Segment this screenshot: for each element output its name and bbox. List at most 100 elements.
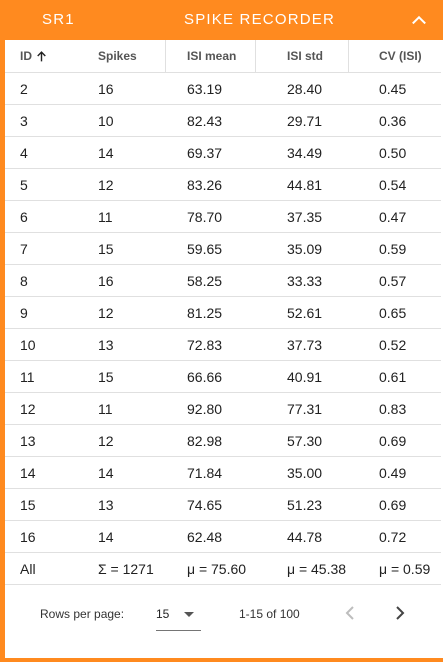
table-pagination: Rows per page: 15 1-15 of 100 <box>5 588 443 640</box>
table-row: 15 13 74.65 51.23 0.69 <box>5 488 441 521</box>
table-row: 7 15 59.65 35.09 0.59 <box>5 232 441 265</box>
cell-isi-mean: 74.65 <box>187 488 287 521</box>
cell-isi-std: 44.81 <box>287 168 379 201</box>
cell-isi-std: 77.31 <box>287 392 379 425</box>
cell-isi-std: 28.40 <box>287 72 379 105</box>
cell-isi-std: 51.23 <box>287 488 379 521</box>
table-row: 2 16 63.19 28.40 0.45 <box>5 72 441 105</box>
cell-cv-isi: 0.61 <box>379 360 441 393</box>
column-header-spikes[interactable]: Spikes <box>98 40 187 73</box>
cell-isi-mean: 59.65 <box>187 232 287 265</box>
column-header-label: ID <box>20 48 32 63</box>
cell-id: 6 <box>5 200 98 233</box>
cell-isi-mean: 83.26 <box>187 168 287 201</box>
chevron-up-icon <box>412 15 426 25</box>
cell-id: 8 <box>5 264 98 297</box>
cell-spikes: 14 <box>98 520 187 553</box>
caret-down-icon <box>184 612 194 617</box>
collapse-button[interactable] <box>408 9 430 31</box>
cell-isi-std: 35.00 <box>287 456 379 489</box>
column-header-cv-isi[interactable]: CV (ISI) <box>379 40 441 73</box>
cell-spikes: 13 <box>98 488 187 521</box>
table-row: 11 15 66.66 40.91 0.61 <box>5 360 441 393</box>
cell-isi-std: 44.78 <box>287 520 379 553</box>
summary-cell: Σ = 1271 <box>98 552 187 585</box>
summary-cell: μ = 45.38 <box>287 552 379 585</box>
cell-isi-std: 33.33 <box>287 264 379 297</box>
table-row: 9 12 81.25 52.61 0.65 <box>5 296 441 329</box>
cell-spikes: 10 <box>98 104 187 137</box>
cell-spikes: 15 <box>98 232 187 265</box>
cell-spikes: 13 <box>98 328 187 361</box>
cell-id: 9 <box>5 296 98 329</box>
cell-cv-isi: 0.83 <box>379 392 441 425</box>
cell-cv-isi: 0.54 <box>379 168 441 201</box>
results-panel: ID Spikes ISI mean ISI std CV (ISI) 2 16 6… <box>5 40 443 658</box>
table-row: 6 11 78.70 37.35 0.47 <box>5 200 441 233</box>
cell-id: 2 <box>5 72 98 105</box>
cell-id: 12 <box>5 392 98 425</box>
cell-isi-mean: 92.80 <box>187 392 287 425</box>
cell-id: 14 <box>5 456 98 489</box>
cell-cv-isi: 0.59 <box>379 232 441 265</box>
summary-row: All Σ = 1271 μ = 75.60 μ = 45.38 μ = 0.5… <box>5 552 441 585</box>
cell-isi-mean: 63.19 <box>187 72 287 105</box>
rows-per-page-select[interactable]: 15 <box>156 596 201 631</box>
table-row: 13 12 82.98 57.30 0.69 <box>5 424 441 457</box>
column-header-isi-mean[interactable]: ISI mean <box>187 40 287 73</box>
table-row: 14 14 71.84 35.00 0.49 <box>5 456 441 489</box>
cell-cv-isi: 0.57 <box>379 264 441 297</box>
summary-cell: All <box>5 552 98 585</box>
column-divider <box>348 40 349 72</box>
cell-id: 4 <box>5 136 98 169</box>
previous-page-button[interactable] <box>338 601 362 625</box>
column-header-id[interactable]: ID <box>5 40 98 73</box>
rows-per-page-value: 15 <box>156 607 170 621</box>
cell-spikes: 16 <box>98 72 187 105</box>
summary-cell: μ = 0.59 <box>379 552 441 585</box>
cell-spikes: 11 <box>98 200 187 233</box>
next-page-button[interactable] <box>388 601 412 625</box>
cell-isi-mean: 66.66 <box>187 360 287 393</box>
recorder-title: SPIKE RECORDER <box>184 11 335 28</box>
cell-cv-isi: 0.36 <box>379 104 441 137</box>
cell-id: 16 <box>5 520 98 553</box>
cell-cv-isi: 0.69 <box>379 424 441 457</box>
cell-id: 5 <box>5 168 98 201</box>
cell-isi-std: 57.30 <box>287 424 379 457</box>
cell-isi-mean: 72.83 <box>187 328 287 361</box>
cell-isi-mean: 82.98 <box>187 424 287 457</box>
summary-cell: μ = 75.60 <box>187 552 287 585</box>
cell-id: 15 <box>5 488 98 521</box>
cell-isi-std: 37.73 <box>287 328 379 361</box>
cell-isi-std: 37.35 <box>287 200 379 233</box>
chevron-left-icon <box>345 606 354 620</box>
cell-id: 11 <box>5 360 98 393</box>
cell-spikes: 12 <box>98 168 187 201</box>
column-divider <box>255 40 256 72</box>
table-header-row: ID Spikes ISI mean ISI std CV (ISI) <box>5 40 441 73</box>
cell-id: 3 <box>5 104 98 137</box>
column-divider <box>165 40 166 72</box>
cell-cv-isi: 0.50 <box>379 136 441 169</box>
table-row: 12 11 92.80 77.31 0.83 <box>5 392 441 425</box>
cell-isi-std: 52.61 <box>287 296 379 329</box>
column-header-isi-std[interactable]: ISI std <box>287 40 379 73</box>
cell-isi-std: 40.91 <box>287 360 379 393</box>
cell-isi-mean: 81.25 <box>187 296 287 329</box>
table-body: 2 16 63.19 28.40 0.45 3 10 82.43 29.71 0.36 4 14 69.… <box>5 72 441 553</box>
cell-spikes: 14 <box>98 456 187 489</box>
cell-isi-std: 35.09 <box>287 232 379 265</box>
cell-cv-isi: 0.49 <box>379 456 441 489</box>
cell-spikes: 11 <box>98 392 187 425</box>
recorder-id: SR1 <box>42 11 75 28</box>
table-row: 16 14 62.48 44.78 0.72 <box>5 520 441 553</box>
page-range-label: 1-15 of 100 <box>239 607 300 621</box>
rows-per-page-label: Rows per page: <box>40 607 125 621</box>
cell-isi-mean: 69.37 <box>187 136 287 169</box>
table-row: 5 12 83.26 44.81 0.54 <box>5 168 441 201</box>
cell-isi-mean: 62.48 <box>187 520 287 553</box>
cell-cv-isi: 0.69 <box>379 488 441 521</box>
cell-id: 7 <box>5 232 98 265</box>
